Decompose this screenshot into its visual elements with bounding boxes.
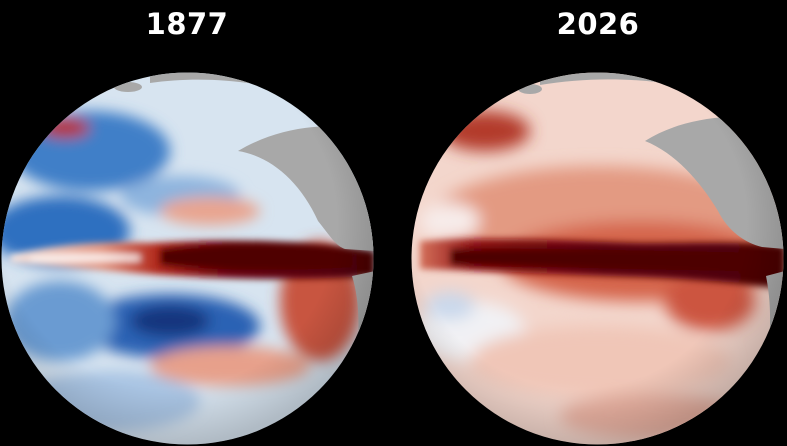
globe-1877	[0, 71, 375, 446]
panel-title-1877: 1877	[145, 7, 229, 41]
globe-1877-map	[1, 72, 374, 445]
globe-2026-map	[411, 72, 784, 445]
globe-2026	[410, 71, 785, 446]
panel-title-2026: 2026	[556, 7, 640, 41]
